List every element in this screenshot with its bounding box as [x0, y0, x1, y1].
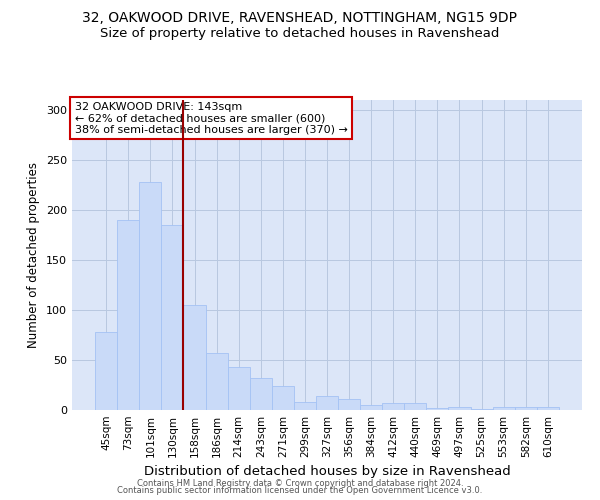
Bar — [272, 386, 294, 410]
Bar — [360, 405, 382, 410]
Bar — [404, 403, 427, 410]
Text: 32, OAKWOOD DRIVE, RAVENSHEAD, NOTTINGHAM, NG15 9DP: 32, OAKWOOD DRIVE, RAVENSHEAD, NOTTINGHA… — [83, 11, 517, 25]
Bar — [117, 220, 139, 410]
Text: 32 OAKWOOD DRIVE: 143sqm
← 62% of detached houses are smaller (600)
38% of semi-: 32 OAKWOOD DRIVE: 143sqm ← 62% of detach… — [74, 102, 347, 134]
Bar — [470, 409, 493, 410]
Text: Contains HM Land Registry data © Crown copyright and database right 2024.: Contains HM Land Registry data © Crown c… — [137, 478, 463, 488]
Bar — [250, 378, 272, 410]
Bar — [184, 305, 206, 410]
Bar — [161, 225, 184, 410]
Bar — [338, 399, 360, 410]
Bar — [448, 407, 470, 410]
Bar — [139, 182, 161, 410]
Y-axis label: Number of detached properties: Number of detached properties — [28, 162, 40, 348]
Bar — [515, 407, 537, 410]
Bar — [206, 353, 227, 410]
Bar — [427, 408, 448, 410]
Bar — [537, 407, 559, 410]
Text: Size of property relative to detached houses in Ravenshead: Size of property relative to detached ho… — [100, 28, 500, 40]
Bar — [95, 332, 117, 410]
Bar — [294, 402, 316, 410]
Bar — [382, 403, 404, 410]
Bar — [493, 407, 515, 410]
X-axis label: Distribution of detached houses by size in Ravenshead: Distribution of detached houses by size … — [143, 466, 511, 478]
Bar — [227, 367, 250, 410]
Bar — [316, 396, 338, 410]
Text: Contains public sector information licensed under the Open Government Licence v3: Contains public sector information licen… — [118, 486, 482, 495]
